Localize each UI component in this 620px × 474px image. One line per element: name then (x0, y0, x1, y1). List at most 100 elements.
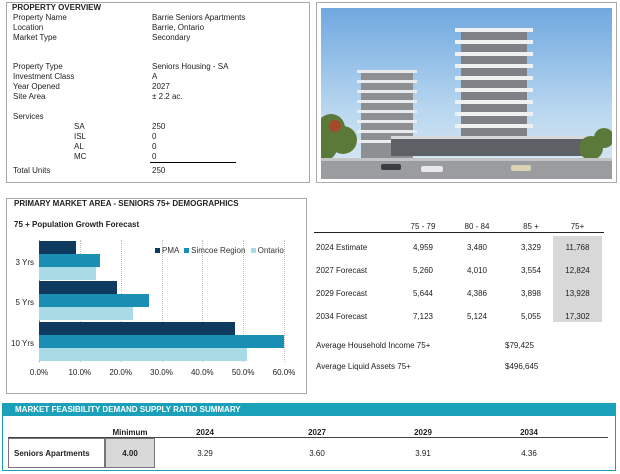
overview-label-site-area: Site Area (13, 92, 46, 101)
service-label-al: AL (74, 142, 84, 151)
overview-value-market-type: Secondary (152, 33, 191, 42)
income-label: Average Household Income 75+ (316, 341, 431, 350)
service-value-al: 0 (152, 142, 157, 151)
feasibility-header-2029: 2029 (414, 428, 432, 437)
chart-category-label: 5 Yrs (15, 298, 34, 307)
overview-total-label: Total Units (13, 166, 51, 175)
overview-label-location: Location (13, 23, 44, 32)
chart-bar-pma (39, 281, 117, 294)
chart-bar-ontario (39, 267, 97, 280)
chart-category-label: 3 Yrs (15, 258, 34, 267)
demo-header-75-plus: 75+ (570, 222, 585, 231)
chart-bar-simcoe-region (39, 335, 284, 348)
overview-services-label: Services (13, 112, 44, 121)
chart-x-tick-label: 10.0% (68, 368, 92, 377)
overview-value-investment-class: A (152, 72, 158, 81)
feasibility-header-rule (8, 437, 608, 438)
service-value-mc: 0 (152, 152, 157, 161)
legend-swatch-simcoe (184, 248, 190, 253)
assets-value: $496,645 (505, 362, 539, 371)
chart-legend: PMA Simcoe Region Ontario (155, 246, 284, 255)
chart-bar-ontario (39, 348, 248, 361)
feasibility-header-2027: 2027 (308, 428, 326, 437)
feasibility-2027-value: 3.60 (309, 449, 325, 458)
chart-x-tick-label: 20.0% (109, 368, 132, 377)
overview-total-value: 250 (152, 166, 166, 175)
overview-label-year-opened: Year Opened (13, 82, 60, 91)
chart-x-tick-label: 50.0% (231, 368, 255, 377)
feasibility-minimum-shade (105, 438, 155, 468)
feasibility-2034-value: 4.36 (521, 449, 537, 458)
feasibility-row-label: Seniors Apartments (14, 449, 90, 458)
demo-row-value: 4,959 (412, 243, 434, 252)
service-label-mc: MC (74, 152, 87, 161)
property-overview-panel (6, 2, 310, 183)
building-rendering-image (321, 8, 612, 179)
chart-gridline (202, 240, 204, 362)
legend-label-ontario: Ontario (257, 246, 284, 255)
demo-row-value: 4,386 (466, 289, 488, 298)
overview-value-property-type: Seniors Housing - SA (152, 62, 229, 71)
demo-row-label: 2027 Forecast (316, 266, 368, 275)
demo-row-value: 3,480 (466, 243, 488, 252)
demographics-title: PRIMARY MARKET AREA - SENIORS 75+ DEMOGR… (14, 199, 239, 208)
feasibility-header-minimum: Minimum (112, 428, 148, 437)
service-value-sa: 250 (152, 122, 166, 131)
legend-swatch-ontario (250, 248, 256, 253)
demo-row-label: 2034 Forecast (316, 312, 368, 321)
feasibility-header-2024: 2024 (196, 428, 214, 437)
demo-row-value: 4,010 (466, 266, 488, 275)
feasibility-minimum-value: 4.00 (122, 449, 138, 458)
chart-bar-ontario (39, 307, 133, 320)
demo-row-value: 3,898 (520, 289, 542, 298)
feasibility-label-cell (8, 438, 105, 468)
demo-row-value: 5,124 (466, 312, 488, 321)
service-value-isl: 0 (152, 132, 157, 141)
demo-header-underline (314, 232, 604, 233)
demo-row-value: 5,260 (412, 266, 434, 275)
overview-value-location: Barrie, Ontario (152, 23, 205, 32)
chart-bar-simcoe-region (39, 254, 101, 267)
total-column-shade (553, 236, 602, 322)
legend-swatch-pma (155, 248, 160, 253)
demo-row-value: 17,302 (565, 312, 590, 321)
demo-row-value: 11,768 (565, 243, 590, 252)
demo-row-value: 7,123 (412, 312, 434, 321)
feasibility-minimum-border (105, 438, 155, 468)
overview-label-market-type: Market Type (13, 33, 57, 42)
chart-category-label: 10 Yrs (11, 339, 34, 348)
chart-bar-simcoe-region (39, 294, 150, 307)
chart-x-tick-label: 60.0% (272, 368, 296, 377)
demo-row-value: 12,824 (565, 266, 590, 275)
service-label-sa: SA (74, 122, 85, 131)
chart-x-tick-label: 30.0% (150, 368, 173, 377)
feasibility-header-2034: 2034 (520, 428, 538, 437)
legend-label-pma: PMA (162, 246, 179, 255)
chart-x-tick-label: 40.0% (190, 368, 214, 377)
feasibility-2024-value: 3.29 (197, 449, 213, 458)
feasibility-title-bar (2, 403, 616, 416)
demo-row-label: 2029 Forecast (316, 289, 368, 298)
chart-x-tick-label: 0.0% (29, 368, 49, 377)
demo-row-value: 3,329 (520, 243, 542, 252)
chart-gridline (284, 240, 285, 362)
chart-gridline (161, 240, 163, 362)
demo-header-75-79: 75 - 79 (410, 222, 436, 231)
service-label-isl: ISL (74, 132, 87, 141)
total-divider (150, 162, 236, 163)
overview-value-site-area: ± 2.2 ac. (152, 92, 183, 101)
demo-row-value: 13,928 (565, 289, 590, 298)
chart-gridline (243, 240, 245, 362)
feasibility-title: MARKET FEASIBILITY DEMAND SUPPLY RATIO S… (15, 405, 241, 414)
feasibility-2029-value: 3.91 (415, 449, 431, 458)
demo-header-85-plus: 85 + (523, 222, 539, 231)
chart-bar-pma (39, 241, 76, 254)
overview-label-property-type: Property Type (13, 62, 63, 71)
demo-row-value: 5,055 (520, 312, 542, 321)
overview-value-year-opened: 2027 (152, 82, 170, 91)
overview-value-property-name: Barrie Seniors Apartments (152, 13, 246, 22)
chart-bar-pma (39, 322, 235, 335)
assets-label: Average Liquid Assets 75+ (316, 362, 411, 371)
income-value: $79,425 (505, 341, 534, 350)
chart-title: 75 + Population Growth Forecast (14, 220, 140, 229)
